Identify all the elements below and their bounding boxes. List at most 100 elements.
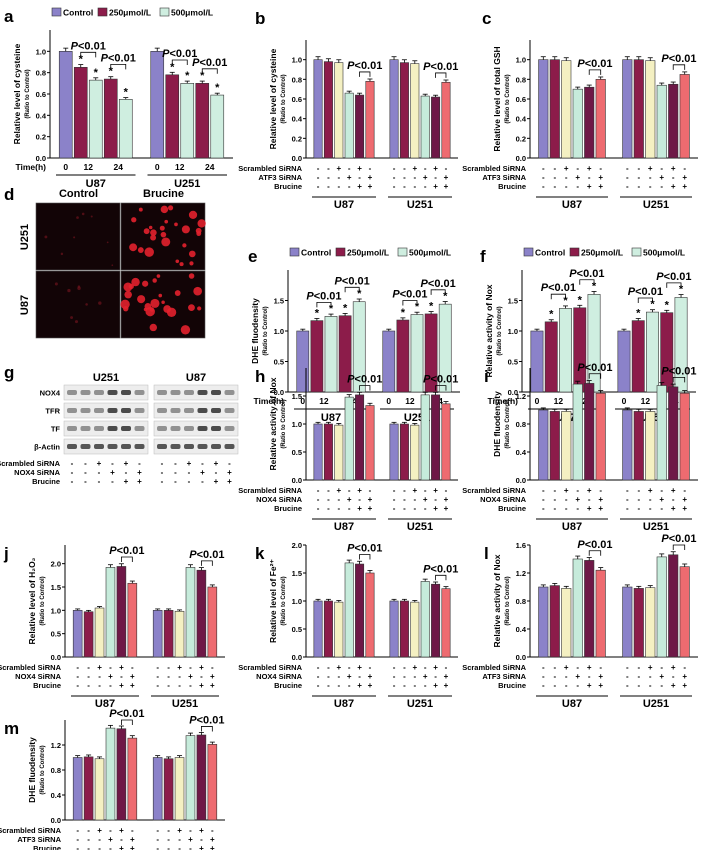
treatment-sign: + (119, 663, 124, 672)
treatment-sign: + (347, 672, 352, 681)
blot-band (121, 408, 131, 413)
treatment-sign: - (413, 495, 416, 504)
blot-band (80, 408, 91, 413)
treatment-sign: + (575, 672, 580, 681)
p-value-label: P<0.01 (423, 374, 458, 386)
treatment-sign: - (445, 663, 448, 672)
time-tick-label: 24 (205, 162, 215, 172)
p-value-bracket (344, 286, 360, 293)
treatment-sign: - (542, 495, 545, 504)
treatment-sign: + (598, 504, 603, 513)
treatment-sign: + (444, 173, 449, 182)
p-value-bracket (359, 554, 371, 560)
treatment-sign: - (358, 173, 361, 182)
blot-band (94, 426, 104, 431)
significance-star: * (343, 302, 348, 314)
treatment-sign: - (403, 495, 406, 504)
bar (196, 569, 207, 658)
p-value-bracket (316, 301, 332, 308)
significance-star: * (679, 284, 684, 296)
panel-label: j (3, 544, 9, 563)
treatment-sign: - (424, 681, 427, 690)
panel-label: e (248, 247, 257, 266)
blot-band (211, 390, 221, 395)
treatment-sign: - (413, 672, 416, 681)
blot-band (197, 408, 208, 413)
treatment-sign: - (87, 844, 90, 850)
treatment-sign: + (210, 672, 215, 681)
group-label: U87 (562, 521, 582, 533)
p-value-label: P<0.01 (101, 52, 136, 64)
treatment-sign: - (403, 504, 406, 513)
treatment-sign: - (178, 844, 181, 850)
fluorescent-cell (161, 300, 165, 305)
treatment-row-label: Brucine (33, 844, 61, 850)
y-tick-label: 0.8 (292, 75, 302, 84)
treatment-sign: - (337, 495, 340, 504)
bar (622, 409, 633, 481)
p-value-bracket (588, 550, 602, 556)
treatment-sign: - (161, 459, 164, 468)
bar (116, 728, 127, 821)
treatment-sign: + (187, 459, 192, 468)
treatment-sign: - (637, 681, 640, 690)
treatment-sign: - (542, 681, 545, 690)
y-tick-label: 0.4 (516, 115, 527, 124)
bar (163, 610, 174, 658)
y-tick-label: 1.0 (274, 327, 284, 336)
treatment-sign: - (156, 681, 159, 690)
legend-swatch (631, 247, 642, 257)
fluorescent-cell (73, 236, 76, 239)
treatment-sign: - (109, 681, 112, 690)
time-tick-label: 12 (84, 162, 94, 172)
p-value-bracket (402, 300, 418, 306)
treatment-sign: - (683, 164, 686, 173)
bar (410, 63, 420, 159)
y-tick-label: 1.5 (292, 392, 302, 401)
treatment-sign: - (393, 672, 396, 681)
treatment-sign: - (215, 468, 218, 477)
treatment-sign: + (347, 495, 352, 504)
fluorescent-cell (138, 207, 143, 212)
significance-star: * (357, 288, 362, 300)
bar (538, 59, 549, 159)
significance-star: * (94, 67, 99, 79)
fluorescent-cell (197, 306, 202, 311)
bar (389, 59, 399, 159)
y-axis-label: Relative level of cysteine (12, 43, 22, 144)
y-tick-label: 1.2 (516, 392, 526, 401)
y-tick-label: 0.8 (516, 75, 526, 84)
bar (573, 307, 587, 393)
bar (185, 567, 196, 658)
treatment-row-label: Scrambled SiRNA (0, 663, 62, 672)
treatment-sign: - (588, 173, 591, 182)
time-tick-label: 0 (155, 162, 160, 172)
treatment-sign: + (188, 672, 193, 681)
blot-strip (153, 384, 239, 401)
time-axis-label: Time(h) (487, 396, 518, 406)
p-value-bracket (637, 297, 653, 303)
panel-label: f (480, 247, 486, 266)
y-axis-sublabel: (Ratio to Control) (281, 74, 287, 123)
treatment-sign: - (626, 672, 629, 681)
blot-band (184, 408, 194, 413)
treatment-sign: + (444, 681, 449, 690)
p-value-bracket (430, 289, 446, 295)
treatment-sign: - (576, 182, 579, 191)
group-label: U87 (86, 178, 106, 190)
legend-swatch (335, 247, 346, 257)
bar (334, 424, 344, 481)
bar (656, 556, 667, 658)
treatment-sign: - (576, 164, 579, 173)
treatment-sign: + (671, 182, 676, 191)
treatment-sign: - (84, 468, 87, 477)
bar (73, 67, 88, 159)
treatment-sign: - (369, 663, 372, 672)
group-label: U87 (321, 412, 341, 424)
treatment-sign: - (542, 164, 545, 173)
y-tick-label: 0.4 (36, 111, 47, 120)
treatment-sign: - (211, 826, 214, 835)
bar (296, 330, 310, 393)
time-axis-label: Time(h) (15, 162, 46, 172)
treatment-sign: - (637, 182, 640, 191)
